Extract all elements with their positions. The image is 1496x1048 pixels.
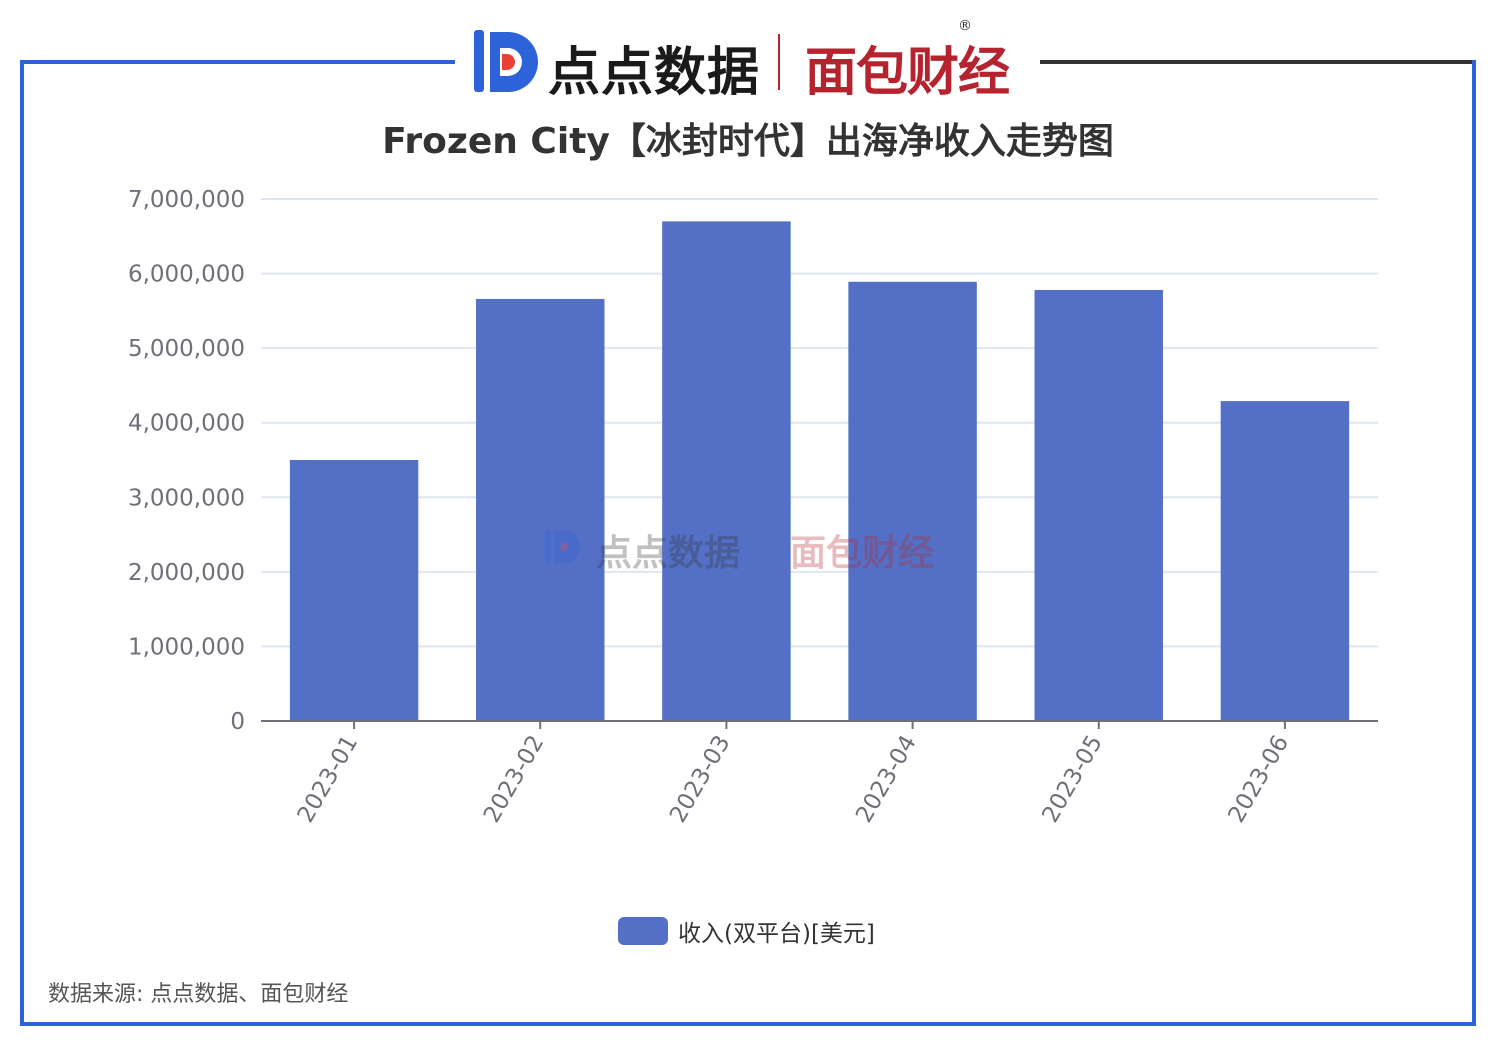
bar-2023-03[interactable]	[662, 221, 791, 721]
x-tick-label: 2023-02	[479, 731, 550, 827]
x-tick-label: 2023-01	[293, 731, 364, 827]
brand-primary: 点点数据	[548, 43, 761, 103]
x-tick-label: 2023-03	[665, 731, 736, 827]
registered-mark: ®	[958, 18, 972, 34]
x-tick-label: 2023-05	[1037, 731, 1108, 827]
bar-2023-01[interactable]	[289, 460, 419, 721]
bars	[289, 221, 1350, 721]
legend-swatch	[618, 917, 668, 945]
x-tick-label: 2023-06	[1224, 731, 1295, 827]
brand-logo: 点点数据 面包财经 ®	[460, 18, 1040, 104]
bar-2023-06[interactable]	[1220, 401, 1350, 721]
y-axis-ticks: 0 1,000,000 2,000,000 3,000,000 4,000,000 5,0…	[128, 187, 245, 735]
legend: 收入(双平台)[美元]	[618, 914, 875, 948]
y-tick-label: 3,000,000	[128, 485, 245, 511]
y-tick-label: 7,000,000	[128, 187, 245, 213]
diandian-logo-icon	[474, 30, 538, 92]
grid-lines	[261, 198, 1378, 648]
x-axis-ticks: 2023-01 2023-02 2023-03 2023-04 2023-05 2023-…	[293, 721, 1294, 827]
bar-2023-02[interactable]	[476, 298, 605, 721]
bar-2023-04[interactable]	[848, 281, 977, 721]
y-tick-label: 2,000,000	[128, 560, 245, 586]
bar-2023-05[interactable]	[1034, 289, 1163, 721]
y-tick-label: 5,000,000	[128, 336, 245, 362]
x-tick-label: 2023-04	[851, 731, 922, 827]
y-tick-label: 4,000,000	[128, 411, 245, 437]
brand-separator	[778, 34, 780, 90]
y-tick-label: 0	[230, 709, 245, 735]
y-tick-label: 6,000,000	[128, 262, 245, 288]
chart-title: Frozen City【冰封时代】出海净收入走势图	[382, 121, 1114, 162]
legend-label: 收入(双平台)[美元]	[678, 921, 875, 947]
source-note: 数据来源: 点点数据、面包财经	[48, 982, 349, 1007]
brand-secondary: 面包财经	[805, 43, 1010, 103]
y-tick-label: 1,000,000	[128, 634, 245, 660]
